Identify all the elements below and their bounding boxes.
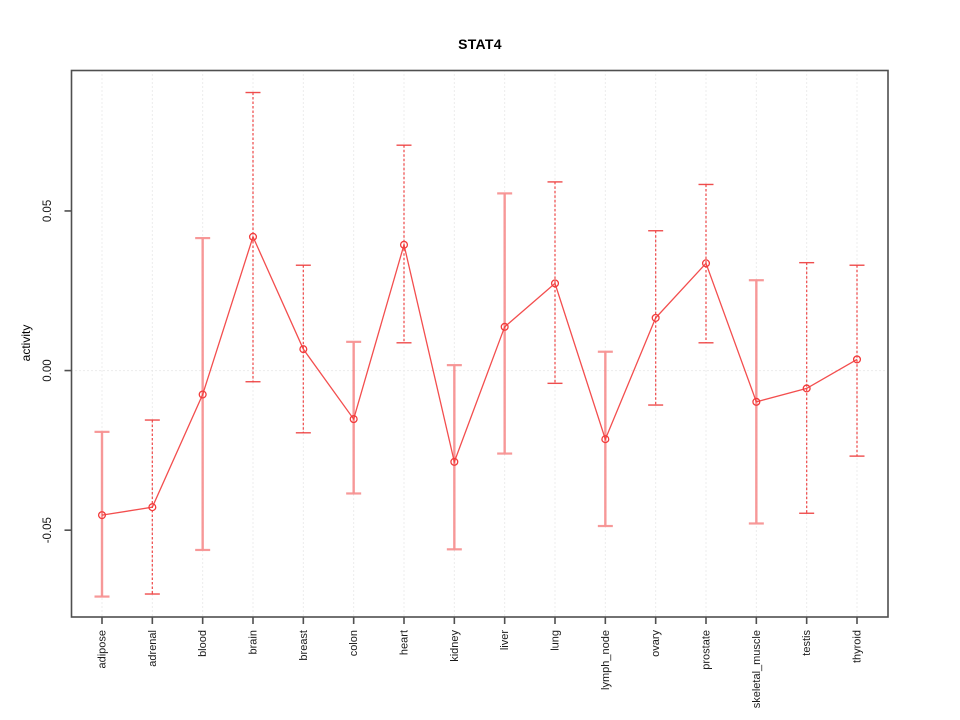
x-tick-label: testis	[801, 630, 813, 656]
plot-frame	[70, 69, 889, 618]
data-point	[500, 322, 509, 331]
x-tick-label: adrenal	[147, 630, 159, 667]
y-tick-label: 0.05	[42, 200, 54, 222]
series-line	[101, 234, 858, 516]
data-point	[299, 345, 308, 354]
x-tick-label: heart	[399, 630, 411, 655]
x-tick-label: lung	[550, 630, 562, 651]
x-tick-label: colon	[348, 630, 360, 656]
x-tick-label: blood	[197, 630, 209, 657]
x-tick-label: kidney	[449, 630, 461, 662]
x-tick-label: adipose	[97, 630, 109, 669]
x-tick-label: thyroid	[852, 630, 864, 663]
data-point	[248, 232, 258, 241]
data-point	[450, 457, 459, 466]
x-tick-label: prostate	[701, 630, 713, 670]
data-point	[550, 279, 560, 288]
y-tick-label: 0.00	[42, 359, 54, 381]
y-tick-label: -0.05	[42, 517, 54, 543]
data-point	[752, 397, 761, 406]
x-tick-label: ovary	[650, 630, 662, 657]
data-point	[701, 259, 711, 268]
data-point	[601, 435, 610, 444]
x-tick-label: breast	[298, 630, 310, 661]
data-point	[852, 355, 862, 364]
data-point	[97, 511, 107, 520]
x-tick-label: lymph_node	[600, 630, 612, 690]
chart-title: STAT4	[458, 36, 502, 52]
x-tick-label: liver	[499, 630, 511, 651]
x-tick-label: brain	[248, 630, 260, 654]
data-point	[802, 384, 811, 393]
data-point	[349, 415, 358, 424]
data-point	[198, 390, 207, 399]
x-tick-label: skeletal_muscle	[751, 630, 763, 708]
data-point	[651, 313, 660, 322]
data-point	[148, 503, 157, 512]
data-point	[399, 240, 409, 249]
